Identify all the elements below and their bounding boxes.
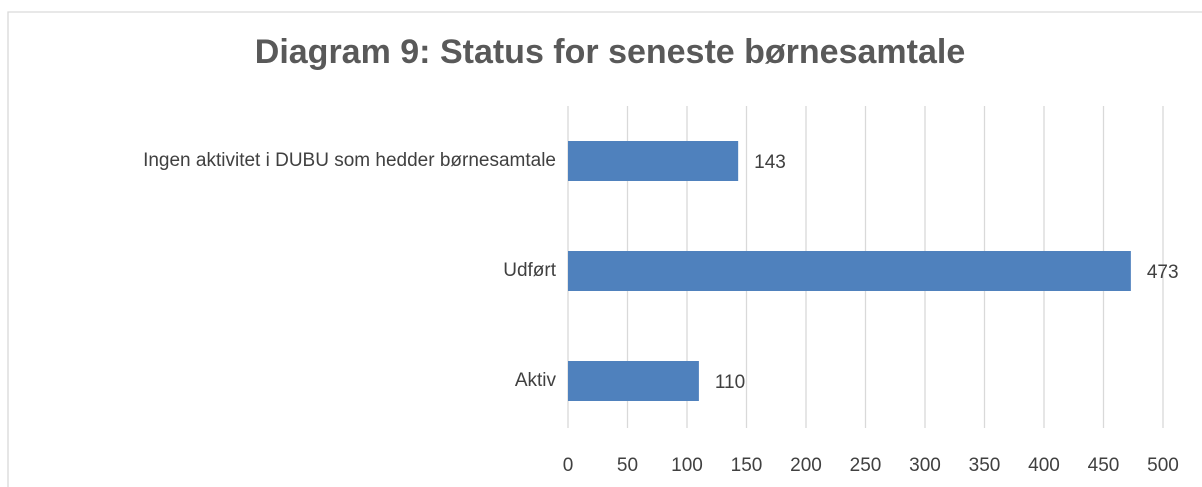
chart-title: Diagram 9: Status for seneste børnesamta… [255,33,965,71]
chart-border [7,11,1202,487]
bar [568,141,739,181]
y-tick-label: Aktiv [515,370,557,391]
y-tick-label: Udført [503,260,557,281]
x-tick-label: 150 [731,455,763,476]
x-tick-label: 350 [969,455,1001,476]
x-tick-label: 0 [563,455,574,476]
x-tick-label: 200 [790,455,822,476]
x-tick-label: 500 [1147,455,1179,476]
data-label: 110 [715,372,745,393]
y-tick-label: Ingen aktivitet i DUBU som hedder børnes… [143,150,556,171]
bar [568,251,1131,291]
data-label: 473 [1147,262,1179,283]
x-tick-label: 400 [1028,455,1060,476]
x-tick-label: 100 [671,455,703,476]
bar [568,361,699,401]
x-tick-label: 250 [850,455,882,476]
x-tick-label: 300 [909,455,941,476]
data-label: 143 [754,152,786,173]
x-tick-label: 50 [617,455,638,476]
x-tick-label: 450 [1088,455,1120,476]
